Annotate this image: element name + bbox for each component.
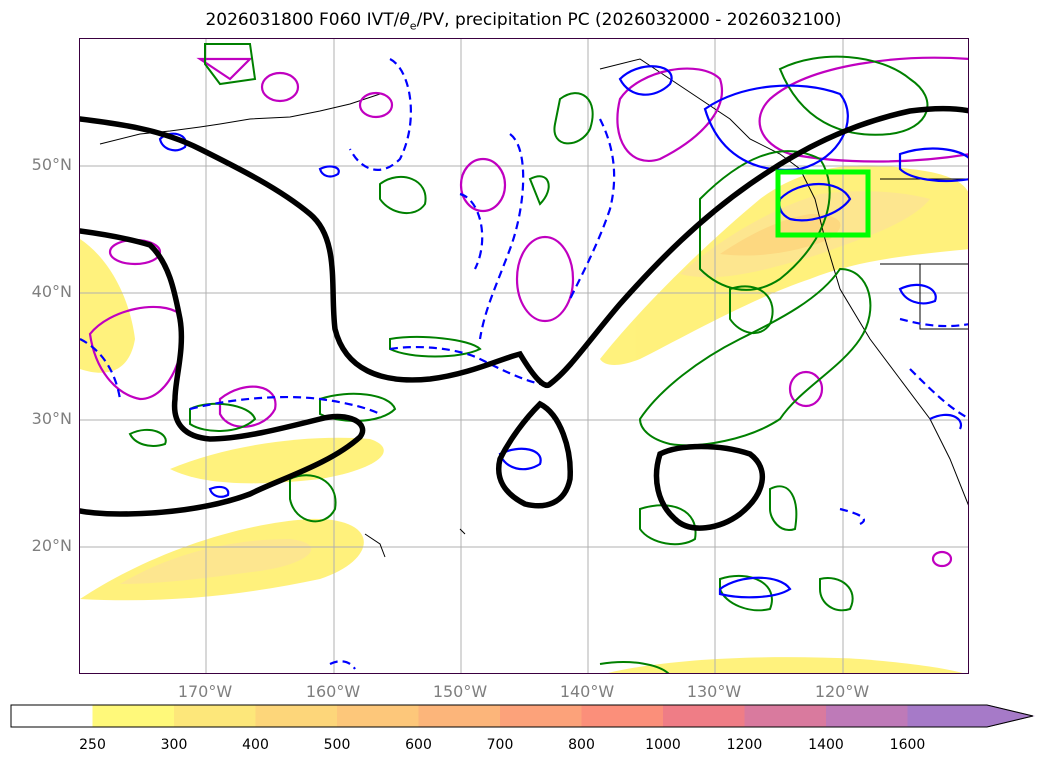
colorbar-cell [500, 705, 582, 727]
colorbar-cell [11, 705, 93, 727]
colorbar-outline [10, 704, 1034, 728]
lon-label-140w: 140°W [559, 682, 615, 701]
colorbar-tick-label: 300 [160, 737, 188, 753]
title-theta: θ [399, 10, 410, 30]
lat-label-50n: 50°N [31, 155, 72, 174]
lat-label-20n: 20°N [31, 536, 72, 555]
lat-label-30n: 30°N [31, 409, 72, 428]
lon-label-170w: 170°W [177, 682, 233, 701]
colorbar-cell [418, 705, 501, 727]
colorbar-cell [174, 705, 256, 727]
lon-label-120w: 120°W [814, 682, 870, 701]
colorbar-cell [826, 705, 908, 727]
colorbar-tick-label: 250 [79, 737, 106, 753]
lon-label-130w: 130°W [686, 682, 742, 701]
title-suffix: /PV, precipitation PC (2026032000 - 2026… [416, 10, 842, 30]
lat-label-40n: 40°N [31, 282, 72, 301]
pv-contours [158, 65, 968, 599]
lon-label-160w: 160°W [305, 682, 361, 701]
pv-dashed-contours [80, 58, 968, 670]
colorbar-cell [663, 705, 745, 727]
title-theta-sub: e [409, 19, 417, 33]
colorbar [10, 704, 1035, 728]
colorbar-tick-label: 1000 [645, 737, 681, 753]
colorbar-cell [255, 705, 338, 727]
colorbar-cells [11, 705, 1035, 727]
colorbar-tick-label: 500 [323, 737, 351, 753]
colorbar-tick-label: 800 [568, 737, 595, 753]
theta-e-contours [80, 105, 968, 531]
title-prefix: 2026031800 F060 IVT/ [205, 10, 400, 30]
colorbar-cell [744, 705, 827, 727]
colorbar-cell [337, 705, 419, 727]
colorbar-tick-label: 700 [486, 737, 514, 753]
colorbar-tick-label: 1600 [889, 737, 926, 753]
colorbar-tick-label: 400 [242, 737, 269, 753]
colorbar-cell [92, 705, 175, 727]
colorbar-tick-label: 1400 [808, 737, 844, 753]
colorbar-tick-label: 1200 [726, 737, 763, 753]
target-region-box [775, 169, 871, 238]
lon-label-150w: 150°W [432, 682, 488, 701]
map-panel[interactable] [79, 38, 969, 674]
map-title: 2026031800 F060 IVT/θe/PV, precipitation… [0, 10, 1047, 32]
colorbar-cell [907, 705, 1035, 727]
colorbar-cell [581, 705, 664, 727]
map-canvas [80, 39, 968, 673]
colorbar-tick-label: 600 [405, 737, 432, 753]
